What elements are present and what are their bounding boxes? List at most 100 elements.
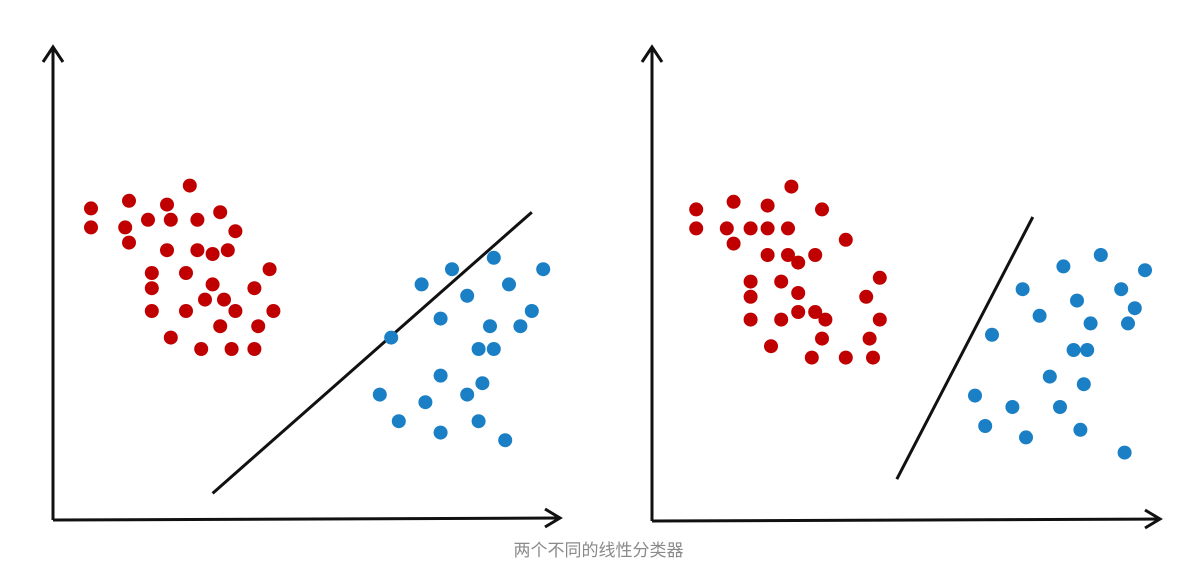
class-b-point	[460, 288, 475, 303]
class-a-point	[689, 221, 704, 236]
class-b-point	[418, 395, 433, 410]
class-a-point	[190, 243, 205, 258]
class-a-point	[122, 235, 136, 250]
class-b-point	[460, 387, 475, 402]
class-a-point	[205, 277, 220, 292]
class-b-point	[1019, 430, 1033, 445]
class-a-point	[743, 312, 758, 327]
class-a-point	[217, 292, 231, 307]
y-axis-arrowhead	[640, 44, 664, 63]
class-a-point	[247, 342, 262, 356]
class-a-point	[872, 312, 887, 327]
class-b-point	[1056, 259, 1071, 274]
class-b-point	[475, 376, 490, 391]
class-a-point	[141, 212, 155, 227]
class-a-point	[179, 266, 193, 280]
class-a-point	[144, 266, 159, 280]
class-b-point	[498, 433, 513, 448]
class-a-point	[220, 243, 235, 258]
class-b-point	[391, 414, 406, 429]
class-b-point	[1093, 248, 1108, 262]
class-a-point	[163, 330, 178, 345]
class-b-point	[1066, 343, 1081, 357]
class-a-point	[818, 312, 833, 327]
class-a-point	[213, 319, 228, 334]
class-a-point	[224, 342, 239, 356]
class-a-point	[179, 304, 193, 318]
x-axis	[651, 517, 1161, 523]
decision-boundary	[211, 211, 533, 495]
class-b-point	[433, 368, 448, 383]
class-b-point	[536, 262, 551, 277]
class-b-point	[471, 414, 486, 429]
class-b-point	[384, 330, 399, 345]
class-a-point	[194, 342, 209, 356]
class-a-point	[791, 286, 806, 300]
class-a-point	[84, 201, 98, 216]
class-b-point	[1053, 400, 1067, 414]
x-axis-arrowhead	[1144, 508, 1163, 530]
class-b-point	[978, 419, 993, 433]
class-a-point	[266, 304, 281, 318]
class-b-point	[483, 319, 497, 334]
class-a-point	[160, 197, 174, 212]
class-a-point	[774, 274, 789, 289]
x-axis-arrowhead	[544, 507, 563, 529]
class-a-point	[743, 274, 758, 289]
y-axis-arrowhead	[41, 44, 65, 63]
figure-caption: 两个不同的线性分类器	[513, 541, 684, 561]
class-a-point	[205, 247, 220, 261]
class-a-point	[689, 202, 704, 217]
decision-boundary	[895, 216, 1035, 480]
class-a-point	[182, 178, 197, 193]
class-b-point	[1070, 293, 1084, 308]
class-b-point	[1032, 308, 1047, 323]
class-a-point	[122, 193, 136, 208]
class-b-point	[1042, 369, 1057, 384]
class-b-point	[445, 262, 459, 277]
class-a-point	[160, 243, 174, 258]
class-a-point	[190, 212, 205, 227]
class-b-point	[1005, 400, 1020, 414]
class-b-point	[433, 311, 448, 326]
class-b-point	[985, 327, 999, 342]
class-b-point	[1114, 282, 1129, 297]
class-a-point	[163, 212, 178, 227]
class-b-point	[502, 277, 516, 292]
class-b-point	[1117, 445, 1132, 460]
class-a-point	[743, 221, 758, 236]
class-a-point	[228, 224, 243, 239]
class-b-point	[1073, 422, 1088, 437]
class-b-point	[471, 342, 486, 356]
class-a-point	[815, 202, 829, 217]
class-a-point	[804, 350, 819, 365]
class-b-point	[486, 342, 501, 356]
class-b-point	[372, 387, 387, 402]
class-a-point	[791, 305, 806, 319]
class-b-point	[1080, 343, 1095, 357]
class-a-point	[760, 221, 775, 236]
class-a-point	[791, 255, 806, 270]
class-b-point	[1121, 316, 1135, 331]
class-a-point	[726, 236, 741, 251]
class-a-point	[198, 292, 212, 307]
class-b-point	[433, 425, 448, 440]
class-b-point	[1138, 263, 1152, 278]
class-b-point	[1127, 301, 1142, 316]
class-a-point	[808, 305, 823, 319]
class-a-point	[815, 331, 829, 346]
class-a-point	[808, 248, 823, 262]
class-b-point	[486, 250, 501, 265]
class-a-point	[228, 304, 243, 318]
class-a-point	[726, 194, 741, 209]
class-a-point	[784, 179, 799, 194]
class-a-point	[251, 319, 266, 334]
class-a-point	[84, 220, 98, 235]
class-a-point	[262, 262, 277, 277]
class-a-point	[719, 221, 734, 236]
class-a-point	[213, 205, 228, 220]
class-a-point	[760, 198, 775, 213]
class-a-point	[764, 339, 778, 354]
panel-classifier-1	[41, 44, 563, 529]
